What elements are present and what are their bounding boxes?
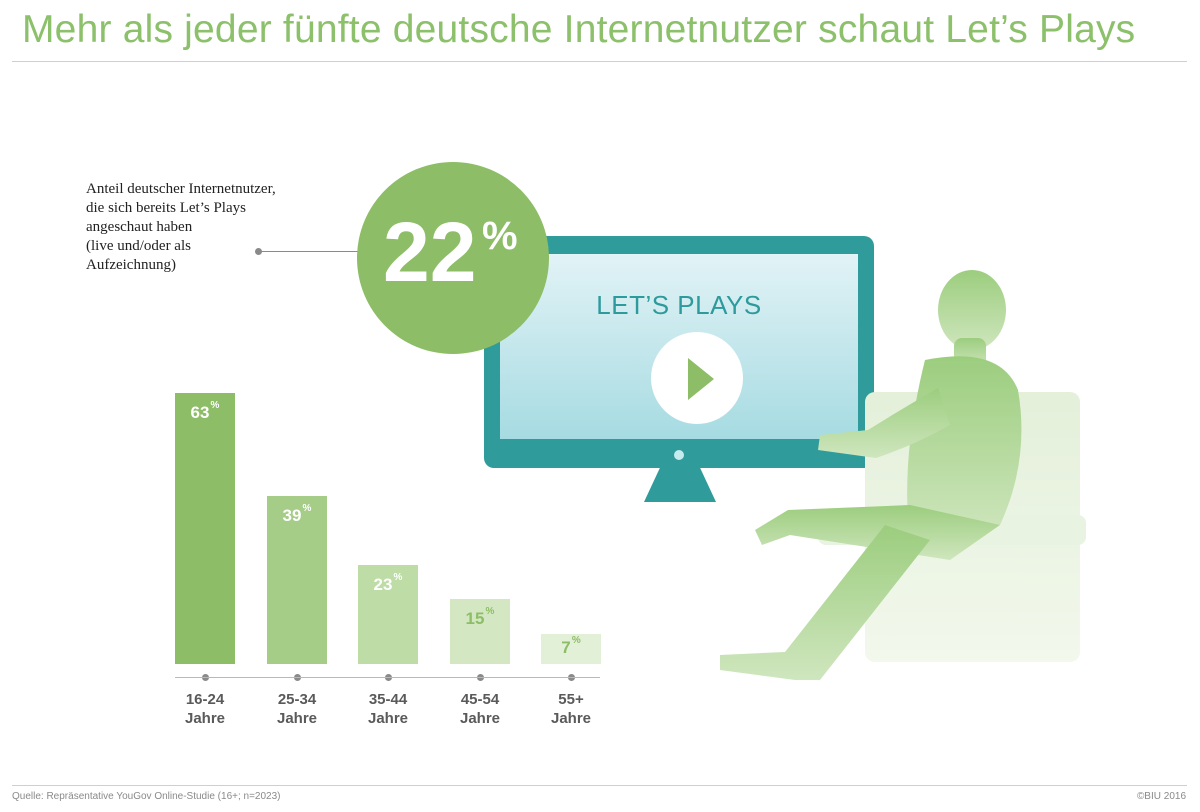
- callout-leader-dot: [255, 248, 262, 255]
- person-body: [720, 270, 1022, 680]
- headline-stat-unit: %: [482, 214, 518, 258]
- x-axis-line: [175, 677, 600, 678]
- callout-description: Anteil deutscher Internetnutzer, die sic…: [86, 181, 276, 273]
- x-axis-tick-label: 45-54 Jahre: [459, 691, 501, 727]
- play-button: [651, 332, 743, 424]
- bar-4: 15%: [450, 599, 510, 664]
- bar-1: 63%: [175, 393, 235, 664]
- title-divider: [12, 61, 1187, 62]
- callout-leader-line: [258, 251, 368, 252]
- x-axis-tick-label: 55+ Jahre: [550, 691, 592, 727]
- bar-value-label: 23%: [373, 572, 403, 594]
- bar-value-label: 63%: [190, 400, 220, 422]
- bar-value-unit: %: [393, 572, 403, 583]
- bar-value-label: 39%: [282, 503, 312, 525]
- screen-label: LET’S PLAYS: [596, 290, 762, 320]
- bar-2: 39%: [267, 496, 327, 664]
- bar-value-unit: %: [485, 606, 495, 617]
- bar-value-unit: %: [571, 635, 581, 646]
- bar-value-label: 7%: [561, 635, 581, 657]
- bar-value-label: 15%: [465, 606, 495, 628]
- footer-source: Quelle: Repräsentative YouGov Online-Stu…: [12, 791, 281, 802]
- bar-5: 7%: [541, 634, 601, 664]
- bar-value-unit: %: [210, 400, 220, 411]
- seated-person-silhouette: [720, 270, 1086, 680]
- monitor-power-light: [674, 450, 684, 460]
- bar-value-unit: %: [302, 503, 312, 514]
- headline-stat-circle: 22 %: [357, 162, 549, 354]
- footer-copyright: ©BIU 2016: [1136, 791, 1186, 802]
- monitor-screen: LET’S PLAYS: [500, 254, 858, 439]
- monitor-icon: LET’S PLAYS: [484, 236, 874, 468]
- x-axis-tick-label: 35-44 Jahre: [367, 691, 409, 727]
- x-axis-tick-label: 16-24 Jahre: [184, 691, 226, 727]
- x-axis-tick-label: 25-34 Jahre: [276, 691, 318, 727]
- page-title: Mehr als jeder fünfte deutsche Internetn…: [22, 8, 1136, 51]
- bar-3: 23%: [358, 565, 418, 664]
- play-icon: [688, 358, 714, 400]
- footer-divider: [12, 785, 1187, 786]
- headline-stat-value: 22: [383, 205, 477, 299]
